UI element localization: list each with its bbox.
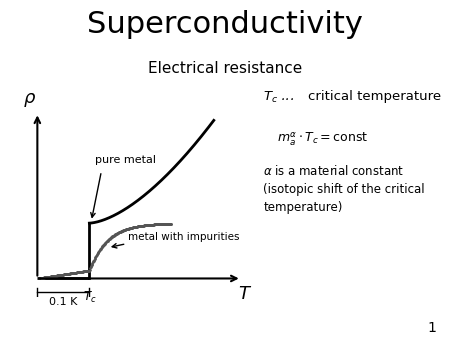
Text: $m_a^{\alpha} \cdot T_c = \mathrm{const}$: $m_a^{\alpha} \cdot T_c = \mathrm{const}… [277, 130, 368, 148]
Text: 0.1 K: 0.1 K [49, 297, 77, 308]
Text: $T_c$ ...: $T_c$ ... [263, 90, 294, 105]
Text: Superconductivity: Superconductivity [87, 10, 363, 39]
Text: metal with impurities: metal with impurities [128, 232, 240, 242]
Text: $\alpha$ is a material constant
(isotopic shift of the critical
temperature): $\alpha$ is a material constant (isotopi… [263, 164, 425, 214]
Text: pure metal: pure metal [95, 155, 156, 165]
Text: $T_c$: $T_c$ [82, 290, 96, 305]
Text: Electrical resistance: Electrical resistance [148, 61, 302, 76]
Text: 1: 1 [428, 321, 436, 335]
Text: $\rho$: $\rho$ [23, 91, 36, 109]
Text: $T$: $T$ [238, 285, 252, 303]
Text: critical temperature: critical temperature [308, 90, 441, 102]
